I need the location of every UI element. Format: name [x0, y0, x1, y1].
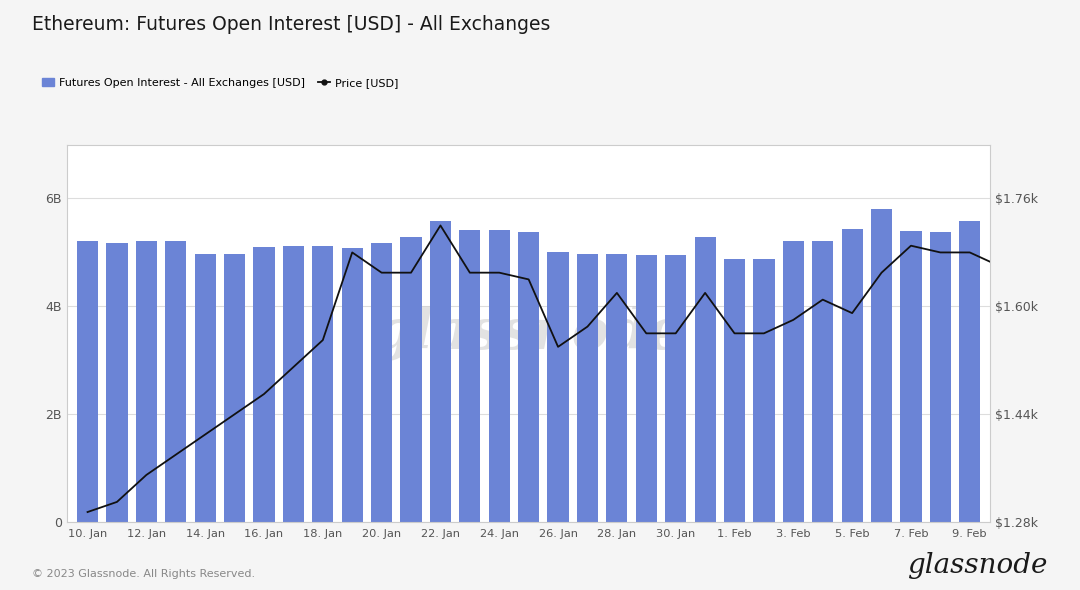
Bar — [430, 221, 451, 522]
Bar — [518, 232, 539, 522]
Bar — [77, 241, 98, 522]
Bar — [254, 247, 274, 522]
Bar — [694, 237, 716, 522]
Bar — [283, 246, 303, 522]
Bar — [488, 230, 510, 522]
Bar — [106, 242, 127, 522]
Bar — [724, 259, 745, 522]
Bar — [754, 259, 774, 522]
Text: Ethereum: Futures Open Interest [USD] - All Exchanges: Ethereum: Futures Open Interest [USD] - … — [32, 15, 551, 34]
Bar — [841, 229, 863, 522]
Bar — [459, 230, 481, 522]
Bar — [930, 232, 951, 522]
Bar — [165, 241, 187, 522]
Bar — [312, 246, 334, 522]
Bar — [341, 248, 363, 522]
Bar — [224, 254, 245, 522]
Bar — [194, 254, 216, 522]
Bar — [901, 231, 921, 522]
Bar — [959, 221, 981, 522]
Bar — [401, 237, 421, 522]
Legend: Futures Open Interest - All Exchanges [USD], Price [USD]: Futures Open Interest - All Exchanges [U… — [38, 73, 403, 92]
Text: glassnode: glassnode — [374, 306, 684, 361]
Bar — [136, 241, 157, 522]
Bar — [870, 209, 892, 522]
Bar — [665, 255, 686, 522]
Bar — [577, 254, 598, 522]
Bar — [812, 241, 834, 522]
Bar — [783, 241, 804, 522]
Bar — [606, 254, 627, 522]
Bar — [636, 255, 657, 522]
Bar — [548, 253, 569, 522]
Bar — [372, 242, 392, 522]
Text: glassnode: glassnode — [907, 552, 1048, 579]
Text: © 2023 Glassnode. All Rights Reserved.: © 2023 Glassnode. All Rights Reserved. — [32, 569, 256, 579]
